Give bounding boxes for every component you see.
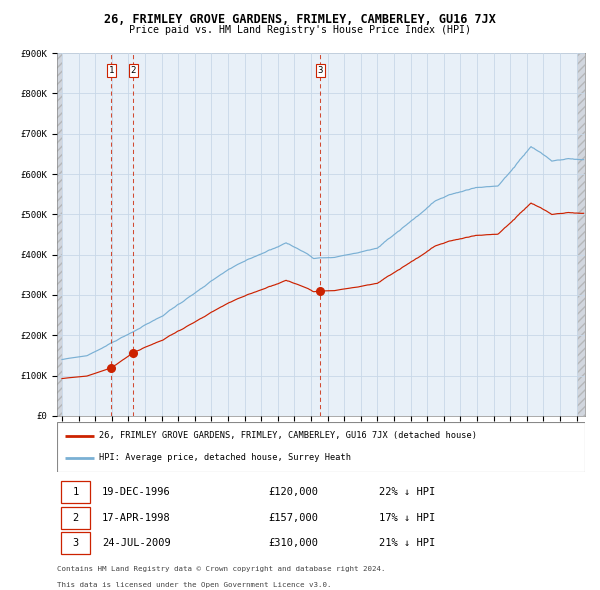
Text: 17% ↓ HPI: 17% ↓ HPI xyxy=(379,513,436,523)
Text: 1: 1 xyxy=(109,66,114,75)
Text: 22% ↓ HPI: 22% ↓ HPI xyxy=(379,487,436,497)
Text: 2: 2 xyxy=(73,513,79,523)
Text: 3: 3 xyxy=(317,66,323,75)
Text: £157,000: £157,000 xyxy=(268,513,318,523)
Text: This data is licensed under the Open Government Licence v3.0.: This data is licensed under the Open Gov… xyxy=(57,582,331,588)
Bar xyxy=(577,53,585,416)
Text: 1: 1 xyxy=(73,487,79,497)
Text: £120,000: £120,000 xyxy=(268,487,318,497)
Text: 26, FRIMLEY GROVE GARDENS, FRIMLEY, CAMBERLEY, GU16 7JX (detached house): 26, FRIMLEY GROVE GARDENS, FRIMLEY, CAMB… xyxy=(99,431,477,440)
Text: 3: 3 xyxy=(73,538,79,548)
Text: Price paid vs. HM Land Registry's House Price Index (HPI): Price paid vs. HM Land Registry's House … xyxy=(129,25,471,35)
Text: £310,000: £310,000 xyxy=(268,538,318,548)
Text: HPI: Average price, detached house, Surrey Heath: HPI: Average price, detached house, Surr… xyxy=(99,454,351,463)
Text: Contains HM Land Registry data © Crown copyright and database right 2024.: Contains HM Land Registry data © Crown c… xyxy=(57,566,386,572)
Text: 24-JUL-2009: 24-JUL-2009 xyxy=(102,538,170,548)
Bar xyxy=(57,53,62,416)
FancyBboxPatch shape xyxy=(61,481,90,503)
Text: 26, FRIMLEY GROVE GARDENS, FRIMLEY, CAMBERLEY, GU16 7JX: 26, FRIMLEY GROVE GARDENS, FRIMLEY, CAMB… xyxy=(104,13,496,26)
FancyBboxPatch shape xyxy=(57,422,585,472)
FancyBboxPatch shape xyxy=(61,507,90,529)
Text: 19-DEC-1996: 19-DEC-1996 xyxy=(102,487,170,497)
FancyBboxPatch shape xyxy=(61,532,90,555)
Text: 17-APR-1998: 17-APR-1998 xyxy=(102,513,170,523)
Text: 21% ↓ HPI: 21% ↓ HPI xyxy=(379,538,436,548)
Text: 2: 2 xyxy=(131,66,136,75)
